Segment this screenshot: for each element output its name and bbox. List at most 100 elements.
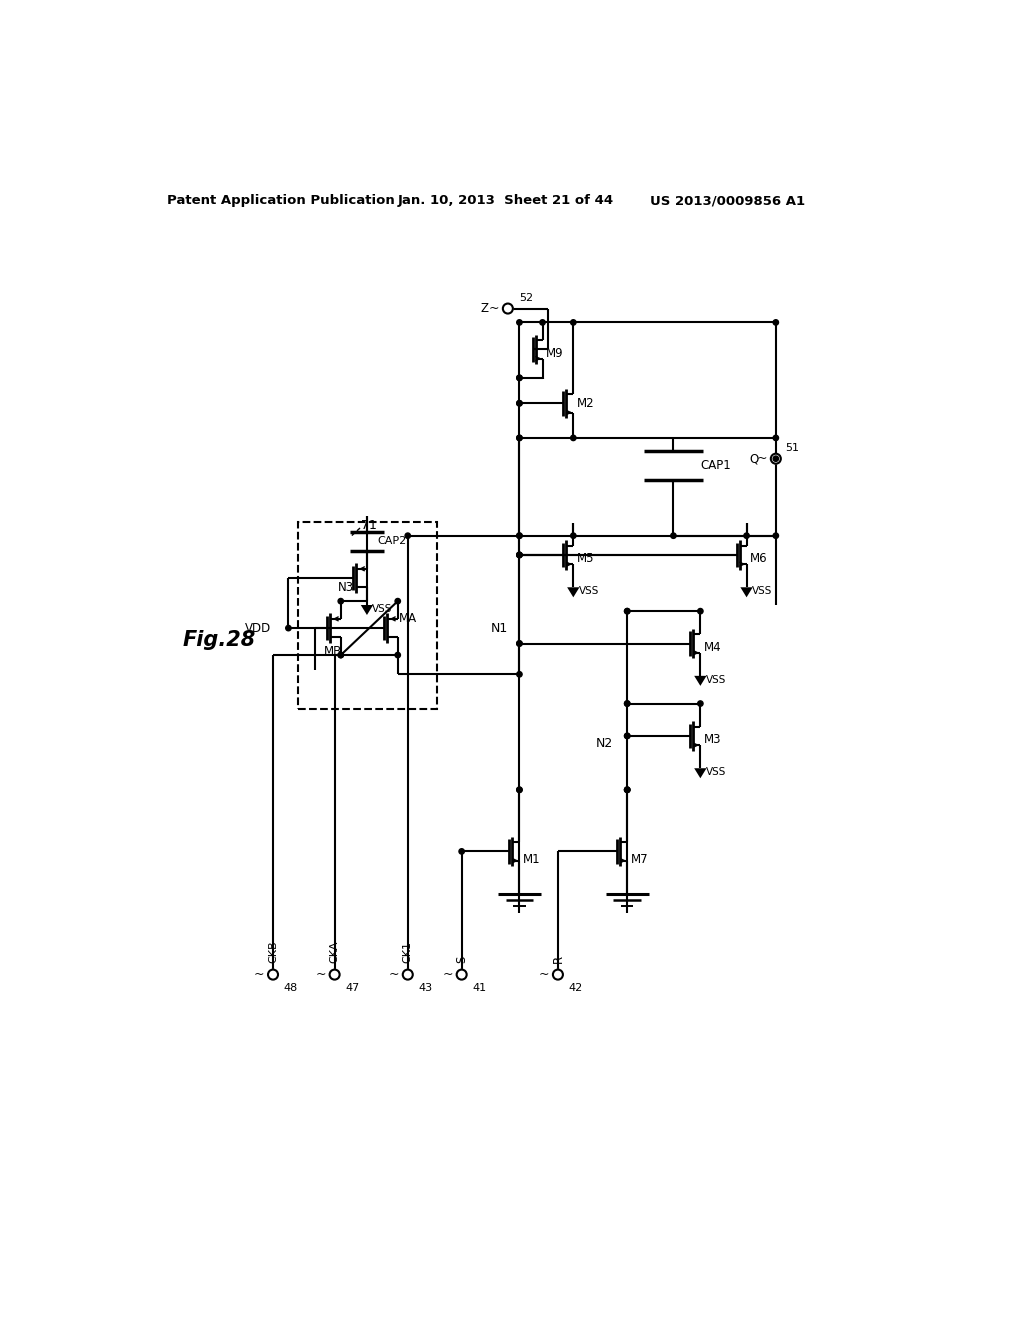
Circle shape	[517, 640, 522, 647]
Text: 42: 42	[568, 983, 583, 994]
Circle shape	[517, 787, 522, 792]
Text: ~: ~	[315, 968, 326, 981]
Circle shape	[517, 400, 522, 407]
Circle shape	[570, 319, 577, 325]
Circle shape	[517, 375, 522, 380]
Circle shape	[625, 787, 630, 792]
Text: VSS: VSS	[579, 586, 599, 597]
Circle shape	[268, 970, 278, 979]
Text: M9: M9	[546, 347, 563, 360]
Circle shape	[553, 970, 563, 979]
Text: M1: M1	[523, 853, 541, 866]
Circle shape	[625, 787, 630, 792]
Circle shape	[338, 652, 343, 657]
Circle shape	[625, 733, 630, 739]
Text: ~: ~	[539, 968, 549, 981]
Circle shape	[517, 533, 522, 539]
Circle shape	[773, 533, 778, 539]
Text: CKB: CKB	[268, 940, 278, 964]
Text: ~: ~	[389, 968, 399, 981]
Text: M4: M4	[703, 640, 722, 653]
Circle shape	[625, 609, 630, 614]
Circle shape	[517, 552, 522, 557]
Circle shape	[625, 701, 630, 706]
Text: Q: Q	[750, 453, 759, 465]
Circle shape	[773, 455, 778, 462]
Text: VDD: VDD	[245, 622, 271, 635]
Circle shape	[459, 849, 464, 854]
Text: 51: 51	[785, 444, 799, 453]
Text: M6: M6	[750, 552, 768, 565]
Text: 43: 43	[419, 983, 433, 994]
Text: Fig.28: Fig.28	[182, 630, 256, 649]
Circle shape	[697, 609, 703, 614]
Text: VSS: VSS	[706, 675, 726, 685]
Text: VSS: VSS	[372, 603, 392, 614]
Text: ~: ~	[442, 968, 453, 981]
Circle shape	[570, 436, 577, 441]
Circle shape	[406, 533, 411, 539]
Text: CAP1: CAP1	[700, 459, 731, 473]
Text: 47: 47	[345, 983, 359, 994]
Text: 71: 71	[361, 519, 377, 532]
Polygon shape	[360, 605, 373, 615]
Text: Jan. 10, 2013  Sheet 21 of 44: Jan. 10, 2013 Sheet 21 of 44	[397, 194, 613, 207]
Circle shape	[330, 970, 340, 979]
Text: N3: N3	[338, 581, 354, 594]
Circle shape	[771, 454, 781, 463]
Text: CAP2: CAP2	[378, 536, 407, 546]
Text: N1: N1	[490, 622, 508, 635]
Circle shape	[625, 733, 630, 739]
Polygon shape	[740, 587, 753, 598]
Circle shape	[338, 652, 343, 657]
Text: M7: M7	[631, 853, 648, 866]
Circle shape	[625, 701, 630, 706]
Circle shape	[517, 672, 522, 677]
Circle shape	[457, 970, 467, 979]
Text: 41: 41	[472, 983, 486, 994]
Circle shape	[517, 436, 522, 441]
Text: Z: Z	[480, 302, 488, 315]
Text: US 2013/0009856 A1: US 2013/0009856 A1	[650, 194, 805, 207]
Circle shape	[570, 533, 577, 539]
Text: ~: ~	[254, 968, 264, 981]
Polygon shape	[694, 676, 707, 686]
Text: 48: 48	[284, 983, 298, 994]
Text: CK1: CK1	[402, 941, 413, 964]
Circle shape	[697, 701, 703, 706]
Text: M5: M5	[577, 552, 594, 565]
Circle shape	[517, 552, 522, 557]
Text: ~: ~	[757, 453, 767, 465]
Text: MB: MB	[324, 644, 342, 657]
Circle shape	[517, 400, 522, 407]
Circle shape	[517, 787, 522, 792]
Circle shape	[517, 436, 522, 441]
Text: VSS: VSS	[752, 586, 772, 597]
Circle shape	[625, 787, 630, 792]
Circle shape	[517, 640, 522, 647]
Circle shape	[395, 598, 400, 603]
Circle shape	[625, 609, 630, 614]
Text: S: S	[455, 956, 468, 964]
Text: CKA: CKA	[330, 941, 340, 964]
Circle shape	[395, 652, 400, 657]
Circle shape	[517, 533, 522, 539]
Text: VSS: VSS	[706, 767, 726, 777]
Circle shape	[402, 970, 413, 979]
Text: Patent Application Publication: Patent Application Publication	[167, 194, 394, 207]
Circle shape	[773, 436, 778, 441]
Text: 52: 52	[519, 293, 534, 302]
Circle shape	[517, 319, 522, 325]
Text: M3: M3	[703, 733, 722, 746]
Text: M2: M2	[577, 397, 595, 409]
Text: ~: ~	[488, 302, 500, 315]
Circle shape	[286, 626, 291, 631]
Text: N2: N2	[596, 737, 613, 750]
Circle shape	[517, 552, 522, 557]
Circle shape	[338, 598, 343, 603]
Polygon shape	[567, 587, 580, 598]
Circle shape	[540, 319, 545, 325]
Text: MA: MA	[398, 612, 417, 626]
Circle shape	[517, 375, 522, 380]
Circle shape	[671, 533, 676, 539]
